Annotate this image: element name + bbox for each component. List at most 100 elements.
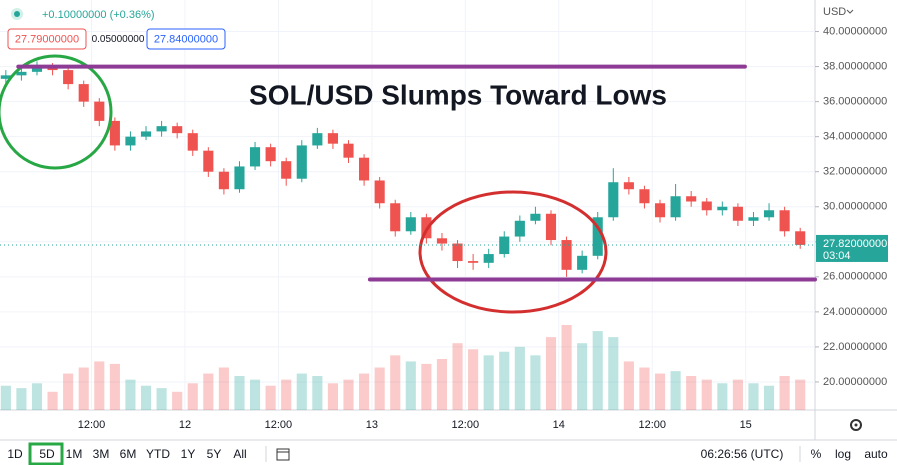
volume-bar: [0, 385, 11, 410]
candle-body: [670, 196, 681, 218]
ask-box[interactable]: [146, 28, 226, 50]
volume-bar: [390, 355, 401, 410]
candle-body: [390, 203, 401, 232]
range-button[interactable]: All: [233, 447, 246, 461]
candle-body: [623, 182, 634, 190]
y-tick-label: 34.00000000: [823, 131, 887, 143]
volume-bar: [577, 343, 588, 410]
volume-bar: [218, 367, 229, 410]
candle-body: [639, 189, 650, 204]
volume-bar: [623, 361, 634, 410]
candle-body: [608, 182, 619, 218]
candle-body: [701, 201, 712, 211]
volume-bar: [514, 346, 525, 410]
bid: 27.79000000: [15, 33, 79, 45]
candle-body: [654, 203, 666, 218]
volume-bar: [234, 376, 245, 410]
candle-body: [577, 255, 588, 270]
axis-option[interactable]: auto: [864, 447, 888, 461]
volume-bar: [592, 331, 603, 410]
y-tick-label: 30.00000000: [823, 201, 887, 213]
status-dot: [14, 11, 20, 17]
volume-bar: [187, 383, 198, 410]
volume-bar: [281, 379, 292, 410]
axis-option[interactable]: log: [835, 447, 851, 461]
candle-body: [63, 70, 74, 85]
candle-body: [218, 171, 229, 190]
volume-bar: [686, 376, 697, 410]
volume-bar: [421, 363, 432, 410]
change: +0.10000000 (+0.36%): [42, 9, 155, 21]
last-price: 27.82000000: [823, 238, 887, 250]
range-button[interactable]: 5D: [39, 447, 55, 461]
range-button[interactable]: 1D: [7, 447, 23, 461]
range-button[interactable]: 6M: [120, 447, 137, 461]
volume-bar: [109, 363, 120, 410]
range-button[interactable]: 1M: [66, 447, 83, 461]
candle-body: [140, 131, 152, 137]
candle-body: [374, 180, 385, 204]
countdown: 03:04: [823, 250, 851, 262]
axis-option[interactable]: %: [811, 447, 822, 461]
candle-body: [717, 206, 728, 211]
candle-body: [732, 206, 743, 221]
volume-bar: [312, 376, 323, 410]
volume-bar: [203, 373, 214, 410]
candle-body: [779, 210, 790, 232]
volume-bar: [140, 385, 152, 410]
volume-bar: [468, 349, 479, 410]
range-button[interactable]: 5Y: [207, 447, 222, 461]
candle-body: [748, 217, 759, 221]
volume-bar: [732, 379, 743, 410]
range-button[interactable]: YTD: [146, 447, 170, 461]
range-button[interactable]: 3M: [93, 447, 110, 461]
candle-body: [405, 217, 416, 232]
ask: 27.84000000: [154, 33, 218, 45]
volume-bar: [795, 379, 806, 410]
volume-bar: [483, 355, 494, 410]
clock: 06:26:56 (UTC): [701, 447, 784, 461]
y-tick-label: 24.00000000: [823, 306, 887, 318]
volume-bar: [779, 376, 790, 410]
calendar-icon[interactable]: [276, 448, 290, 461]
candle-body: [0, 75, 11, 79]
x-tick-label: 14: [553, 419, 565, 431]
y-tick-label: 36.00000000: [823, 96, 887, 108]
bid-box[interactable]: [7, 28, 87, 50]
x-tick-label: 12: [179, 419, 191, 431]
candle-body: [187, 133, 198, 151]
volume-bar: [16, 388, 27, 410]
volume-bar: [717, 383, 728, 410]
volume-bar: [701, 379, 712, 410]
currency-caret: [846, 9, 854, 14]
volume-bar: [63, 373, 74, 410]
volume-bar: [748, 383, 759, 410]
candle-body: [436, 238, 448, 244]
last-price-box: [816, 234, 888, 262]
range-button[interactable]: 1Y: [181, 447, 196, 461]
settings-icon[interactable]: [850, 419, 862, 431]
candle-body: [249, 147, 261, 167]
volume-bar: [47, 391, 58, 410]
volume-bar: [561, 325, 572, 410]
volume-bar: [156, 388, 167, 410]
volume-bar: [405, 361, 416, 410]
volume-bar: [343, 379, 354, 410]
candle-body: [156, 126, 167, 132]
candle-body: [592, 217, 603, 256]
currency[interactable]: USD: [823, 6, 846, 18]
plot-area: [0, 0, 815, 410]
volume-bar: [78, 367, 89, 410]
candle-body: [234, 166, 245, 190]
volume-bar: [125, 379, 136, 410]
y-tick-label: 20.00000000: [823, 376, 887, 388]
y-tick-label: 32.00000000: [823, 166, 887, 178]
candle-body: [359, 157, 370, 181]
candle-body: [530, 213, 541, 221]
volume-bar: [265, 385, 276, 410]
candle-body: [203, 150, 214, 172]
volume-bar: [763, 385, 775, 410]
annotation-title: SOL/USD Slumps Toward Lows: [249, 79, 667, 110]
volume-bar: [436, 359, 448, 410]
candle-body: [483, 254, 494, 263]
